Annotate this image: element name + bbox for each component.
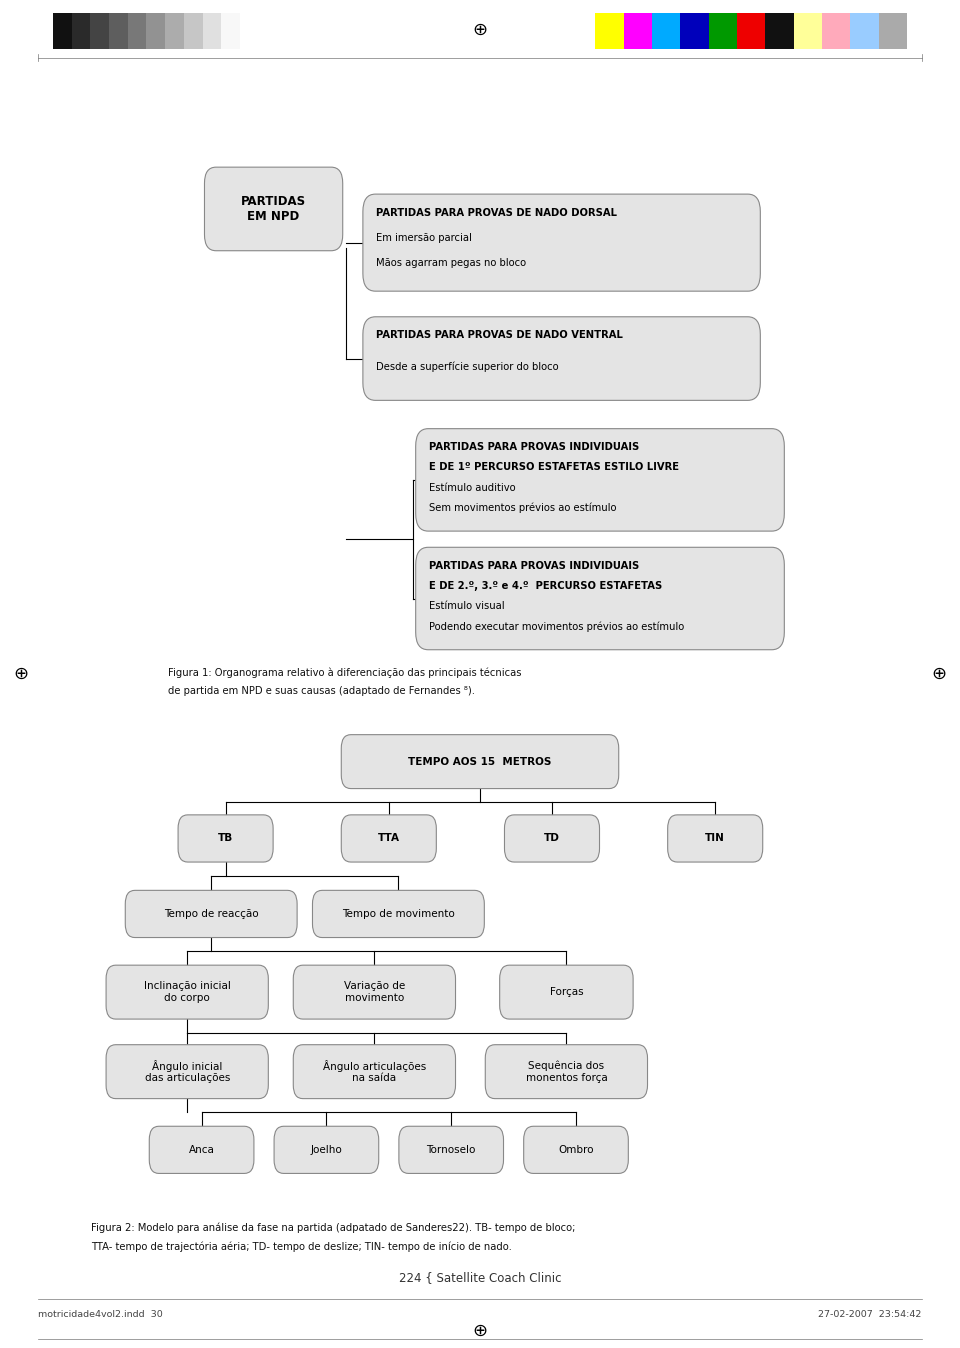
Text: ⊕: ⊕: [472, 1321, 488, 1340]
FancyBboxPatch shape: [485, 1045, 647, 1099]
Bar: [128, 13, 146, 49]
Text: Tornoselo: Tornoselo: [426, 1144, 476, 1155]
Bar: [624, 13, 652, 49]
FancyBboxPatch shape: [416, 429, 784, 531]
Bar: [765, 13, 794, 49]
Bar: [184, 13, 203, 49]
Bar: [53, 13, 71, 49]
Text: TD: TD: [544, 833, 560, 844]
FancyBboxPatch shape: [125, 890, 298, 938]
Text: PARTIDAS PARA PROVAS INDIVIDUAIS: PARTIDAS PARA PROVAS INDIVIDUAIS: [429, 561, 639, 570]
Text: TB: TB: [218, 833, 233, 844]
Bar: [851, 13, 878, 49]
Bar: [737, 13, 765, 49]
Text: Podendo executar movimentos prévios ao estímulo: Podendo executar movimentos prévios ao e…: [429, 621, 684, 632]
Text: Desde a superfície superior do bloco: Desde a superfície superior do bloco: [376, 361, 559, 372]
FancyBboxPatch shape: [499, 965, 634, 1019]
Text: Inclinação inicial
do corpo: Inclinação inicial do corpo: [144, 981, 230, 1003]
Text: Ângulo articulações
na saída: Ângulo articulações na saída: [323, 1060, 426, 1084]
Text: Sequência dos
monentos força: Sequência dos monentos força: [525, 1061, 608, 1082]
FancyBboxPatch shape: [363, 317, 760, 400]
Bar: [71, 13, 90, 49]
Text: Variação de
movimento: Variação de movimento: [344, 981, 405, 1003]
FancyBboxPatch shape: [106, 1045, 269, 1099]
Text: PARTIDAS
EM NPD: PARTIDAS EM NPD: [241, 195, 306, 222]
Bar: [146, 13, 165, 49]
Bar: [90, 13, 108, 49]
FancyBboxPatch shape: [505, 814, 599, 863]
FancyBboxPatch shape: [363, 194, 760, 291]
Bar: [203, 13, 221, 49]
FancyBboxPatch shape: [313, 890, 484, 938]
FancyBboxPatch shape: [416, 547, 784, 650]
Text: Forças: Forças: [549, 987, 584, 998]
Text: Anca: Anca: [189, 1144, 214, 1155]
FancyBboxPatch shape: [524, 1127, 628, 1173]
Bar: [165, 13, 183, 49]
FancyBboxPatch shape: [294, 1045, 456, 1099]
FancyBboxPatch shape: [150, 1127, 253, 1173]
FancyBboxPatch shape: [399, 1127, 503, 1173]
FancyBboxPatch shape: [106, 965, 269, 1019]
Text: Tempo de reacção: Tempo de reacção: [164, 909, 258, 919]
Bar: [681, 13, 708, 49]
Bar: [822, 13, 851, 49]
FancyBboxPatch shape: [342, 814, 436, 863]
Text: TTA- tempo de trajectória aéria; TD- tempo de deslize; TIN- tempo de início de n: TTA- tempo de trajectória aéria; TD- tem…: [91, 1242, 512, 1252]
Text: ⊕: ⊕: [472, 20, 488, 39]
Text: Em imersão parcial: Em imersão parcial: [376, 233, 472, 243]
Text: Estímulo visual: Estímulo visual: [429, 601, 505, 611]
FancyBboxPatch shape: [294, 965, 456, 1019]
FancyBboxPatch shape: [204, 167, 343, 251]
FancyBboxPatch shape: [275, 1127, 378, 1173]
Text: PARTIDAS PARA PROVAS INDIVIDUAIS: PARTIDAS PARA PROVAS INDIVIDUAIS: [429, 442, 639, 452]
FancyBboxPatch shape: [178, 814, 273, 863]
Bar: [108, 13, 128, 49]
Text: Mãos agarram pegas no bloco: Mãos agarram pegas no bloco: [376, 257, 526, 268]
Text: PARTIDAS PARA PROVAS DE NADO DORSAL: PARTIDAS PARA PROVAS DE NADO DORSAL: [376, 208, 617, 217]
FancyBboxPatch shape: [342, 735, 619, 789]
Text: motricidade4vol2.indd  30: motricidade4vol2.indd 30: [38, 1310, 163, 1320]
Text: E DE 2.º, 3.º e 4.º  PERCURSO ESTAFETAS: E DE 2.º, 3.º e 4.º PERCURSO ESTAFETAS: [429, 581, 662, 590]
Text: TTA: TTA: [378, 833, 399, 844]
Text: Ângulo inicial
das articulações: Ângulo inicial das articulações: [145, 1060, 229, 1084]
Bar: [595, 13, 624, 49]
Text: Joelho: Joelho: [310, 1144, 343, 1155]
Text: 27-02-2007  23:54:42: 27-02-2007 23:54:42: [818, 1310, 922, 1320]
Text: TIN: TIN: [706, 833, 725, 844]
Text: Sem movimentos prévios ao estímulo: Sem movimentos prévios ao estímulo: [429, 503, 616, 514]
Text: Figura 2: Modelo para análise da fase na partida (adpatado de Sanderes22). TB- t: Figura 2: Modelo para análise da fase na…: [91, 1223, 576, 1233]
Text: PARTIDAS PARA PROVAS DE NADO VENTRAL: PARTIDAS PARA PROVAS DE NADO VENTRAL: [376, 330, 623, 340]
Text: Figura 1: Organograma relativo à diferenciação das principais técnicas: Figura 1: Organograma relativo à diferen…: [168, 667, 521, 678]
Bar: [708, 13, 737, 49]
Text: Ombro: Ombro: [559, 1144, 593, 1155]
Text: ⊕: ⊕: [13, 665, 29, 683]
Text: ⊕: ⊕: [931, 665, 947, 683]
Bar: [794, 13, 822, 49]
Bar: [878, 13, 907, 49]
Text: Estímulo auditivo: Estímulo auditivo: [429, 483, 516, 492]
Text: de partida em NPD e suas causas (adaptado de Fernandes ⁸).: de partida em NPD e suas causas (adaptad…: [168, 686, 475, 696]
Text: TEMPO AOS 15  METROS: TEMPO AOS 15 METROS: [408, 756, 552, 767]
Text: E DE 1º PERCURSO ESTAFETAS ESTILO LIVRE: E DE 1º PERCURSO ESTAFETAS ESTILO LIVRE: [429, 462, 679, 472]
Text: 224 { Satellite Coach Clinic: 224 { Satellite Coach Clinic: [398, 1271, 562, 1285]
Bar: [221, 13, 240, 49]
Bar: [652, 13, 681, 49]
Text: Tempo de movimento: Tempo de movimento: [342, 909, 455, 919]
FancyBboxPatch shape: [668, 814, 762, 863]
